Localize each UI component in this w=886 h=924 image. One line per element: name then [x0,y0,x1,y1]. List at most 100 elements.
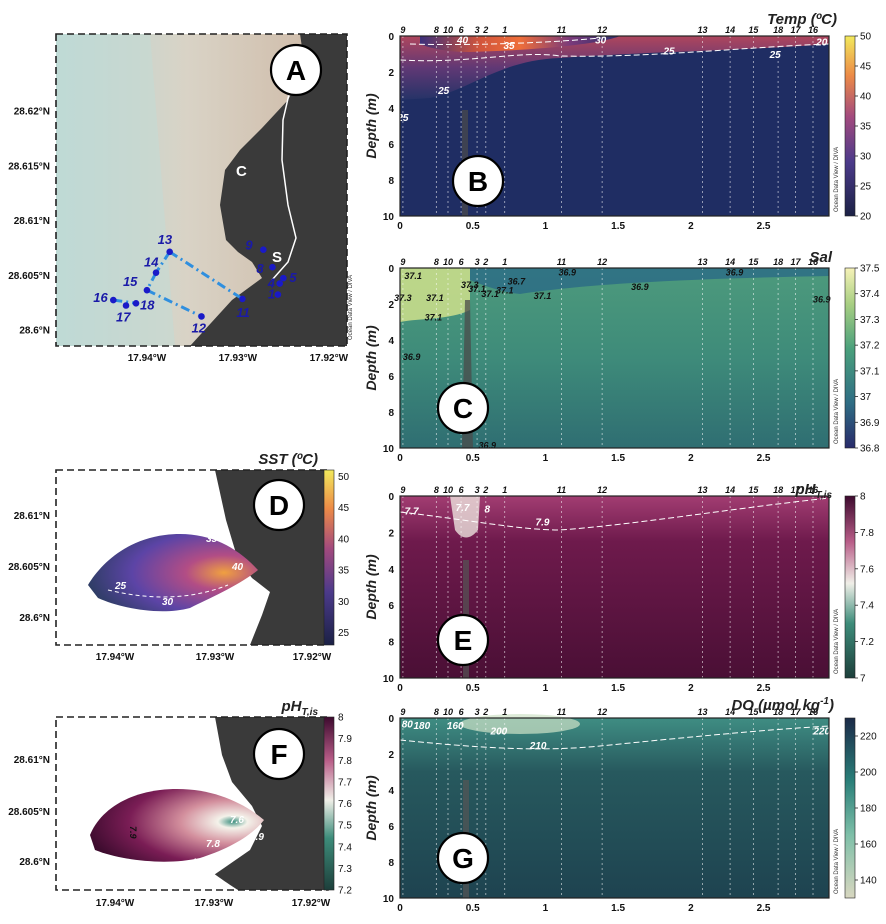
distance-tick: 2.5 [757,453,771,464]
phmap-contour-label-4: 7.9 [250,832,264,843]
station-tick-label: 16 [808,257,819,267]
distance-tick: 2 [688,903,694,914]
station-tick-label: 18 [773,257,783,267]
distance-tick: 2 [688,221,694,232]
station-tick-label: 11 [557,257,566,267]
station-tick-label: 13 [697,25,707,35]
contour-label: 210 [529,741,547,752]
sal-surface-fresh [470,268,829,294]
station-marker [109,296,117,304]
station-label: 12 [192,320,207,335]
sst-x-tick-3: 17.92°W [293,652,332,663]
station-tick-label: 15 [748,485,759,495]
watermark: Ocean Data View / DIVA [834,147,840,212]
colorbar-tick-label: 36.8 [860,444,880,455]
transect-line [154,251,171,274]
colorbar-tick-label: 8 [338,713,344,724]
depth-axis-label: Depth (m) [363,93,379,159]
contour-label: 36.9 [631,282,649,292]
contour-label: 7.7 [405,507,419,518]
station-marker [260,246,267,253]
phmap-y-tick-2: 28.605°N [8,807,50,818]
station-tick-label: 17 [791,485,802,495]
depth-tick: 6 [388,601,394,612]
colorbar-tick-label: 45 [860,62,872,73]
station-tick-label: 2 [482,707,488,717]
station-tick-label: 1 [502,485,507,495]
station-tick-label: 6 [459,25,465,35]
station-label: 13 [158,232,173,247]
phmap-contour-label-2: 7.8 [206,839,220,850]
station-tick-label: 14 [725,25,735,35]
contour-label: 220 [812,727,830,738]
colorbar-tick-label: 7.7 [338,777,352,788]
sst-x-tick-1: 17.94°W [96,652,135,663]
station-tick-label: 3 [475,25,480,35]
colorbar-tick-label: 7 [860,674,866,685]
station-tick-label: 14 [725,707,735,717]
contour-label: 160 [447,721,464,732]
badge-c: C [436,381,490,435]
depth-tick: 0 [388,714,394,725]
contour-label: 7.9 [536,517,550,528]
svg-text:D: D [269,490,289,521]
distance-tick: 2.5 [757,903,771,914]
contour-label: 180 [413,721,430,732]
map-x-ticks: 17.94°W 17.93°W 17.92°W [128,353,349,364]
station-tick-label: 10 [443,25,453,35]
colorbar-tick-label: 37.5 [860,264,880,275]
badge-b: B [451,154,505,208]
contour-label: 37.1 [425,313,443,323]
station-tick-label: 6 [459,707,465,717]
phmap-y-tick-3: 28.6°N [19,857,50,868]
colorbar-tick-label: 37.2 [860,341,880,352]
do-title-main: DO (µmol kg [731,697,820,714]
distance-tick: 0.5 [466,453,480,464]
sst-y-tick-1: 28.61°N [14,511,50,522]
svg-text:G: G [452,843,474,874]
station-marker [198,313,205,320]
colorbar-tick-label: 40 [338,534,350,545]
watermark: Ocean Data View / DIVA [834,609,840,674]
colorbar-tick-label: 160 [860,840,877,851]
contour-label: 36.9 [813,295,831,305]
section-panel-2: 9 8 10 6 3 2 1 11 12 13 14 15 18 17 1637.137.337.137.1… [363,257,880,464]
station-tick-label: 17 [791,25,802,35]
watermark-a: Ocean Data View / DIVA [348,275,354,340]
colorbar-tick-label: 7.9 [338,734,352,745]
station-tick-label: 2 [482,485,488,495]
place-label-c: C [236,163,247,180]
station-tick-label: 11 [557,485,566,495]
station-marker [239,295,246,303]
colorbar-tick-label: 37.4 [860,289,880,300]
colorbar-tick-label: 7.3 [338,864,352,875]
contour-label: 37.1 [404,271,422,281]
colorbar-tick-label: 50 [338,472,350,483]
ph-contour-7-9 [399,497,830,531]
depth-tick: 0 [388,32,394,43]
colorbar-tick-label: 200 [860,768,877,779]
svg-text:B: B [468,166,488,197]
station-marker [274,291,282,298]
colorbar-tick-label: 30 [860,152,872,163]
distance-tick: 1.5 [611,683,625,694]
map-frame [55,33,348,347]
depth-tick: 10 [383,212,395,223]
map-x-tick: 17.94°W [128,353,167,364]
station-tick-label: 17 [791,257,802,267]
sst-colorbar [323,469,335,646]
station-marker [269,263,276,271]
colorbar [844,35,856,217]
section-frame [399,717,830,899]
colorbar-tick-label: 37.3 [860,315,880,326]
do-contour-210 [399,725,830,750]
depth-tick: 0 [388,492,394,503]
station-tick-label: 6 [459,485,465,495]
colorbar-tick-label: 8 [860,492,866,503]
transect-line [168,250,244,301]
station-tick-label: 3 [475,485,480,495]
